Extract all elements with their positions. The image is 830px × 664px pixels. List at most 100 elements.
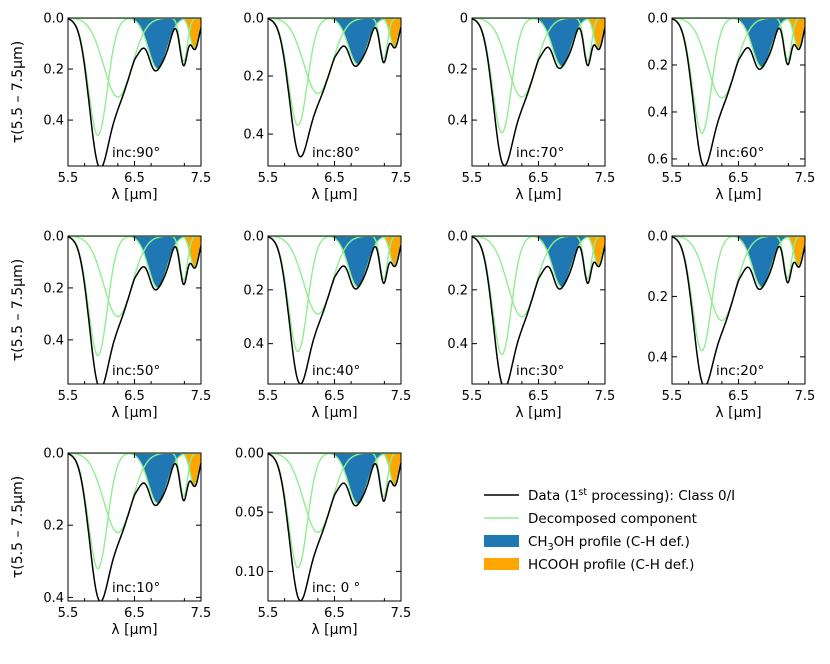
y-tick-label: 0.2 (243, 283, 264, 298)
y-tick-label: 0.0 (43, 230, 64, 245)
panel-10: 5.5 6.5 7.5 0.00 0.05 0.10 λ [μm] inc: 0 ° (235, 447, 411, 639)
legend-label: CH3OH profile (C-H def.) (528, 534, 690, 553)
hcooh-profile-fill (672, 236, 805, 267)
x-axis-label: λ [μm] (515, 187, 561, 203)
x-tick-label: 5.5 (258, 606, 279, 621)
x-tick-label: 6.5 (528, 171, 549, 186)
legend-patch-swatch (484, 558, 519, 570)
panel-2: 5.5 6.5 7.5 0.0 0.2 0.4 λ [μm] inc:80° (243, 12, 411, 204)
y-tick-label: 0.4 (447, 114, 468, 129)
y-tick-label: 0.4 (243, 128, 264, 143)
plot-area (268, 18, 401, 158)
x-tick-label: 6.5 (124, 389, 145, 404)
decomposed-component-1 (472, 236, 605, 355)
x-axis-label: λ [μm] (311, 622, 357, 638)
x-axis-label: λ [μm] (311, 187, 357, 203)
y-tick-label: 0.05 (235, 506, 264, 521)
x-tick-label: 6.5 (528, 389, 549, 404)
decomposed-component-1 (472, 18, 605, 134)
y-tick-label: 0.10 (235, 565, 264, 580)
legend-text: HCOOH profile (C-H def.) (528, 557, 694, 573)
x-tick-label: 7.5 (191, 606, 212, 621)
y-tick-label: 0.2 (43, 281, 64, 296)
legend-item-4: HCOOH profile (C-H def.) (484, 557, 694, 573)
data-line (672, 236, 805, 384)
decomposed-component-1 (672, 18, 805, 134)
decomposed-component-1 (672, 236, 805, 352)
data-line (68, 236, 201, 384)
x-tick-label: 7.5 (795, 389, 816, 404)
panel-1: 5.5 6.5 7.5 0.0 0.2 0.4 λ [μm] τ(5.5 – 7.5μm) in… (10, 12, 211, 204)
plot-area (268, 236, 401, 384)
legend-superscript: st (578, 487, 587, 498)
panel-6: 5.5 6.5 7.5 0.0 0.2 0.4 λ [μm] inc:40° (243, 230, 411, 422)
inclination-label: inc:50° (112, 363, 160, 379)
decomposed-component-2 (672, 236, 805, 322)
panel-8: 5.5 6.5 7.5 0.0 0.2 0.4 λ [μm] inc:20° (647, 230, 815, 422)
legend-patch-swatch (484, 535, 519, 547)
x-axis-label: λ [μm] (515, 405, 561, 421)
decomposed-component-1 (68, 18, 201, 136)
decomposed-component-2 (268, 18, 401, 95)
y-tick-label: 0.4 (647, 350, 668, 365)
panel-7: 5.5 6.5 7.5 0.0 0.2 0.4 λ [μm] inc:30° (447, 230, 615, 422)
legend-label: Decomposed component (528, 511, 697, 527)
legend-text: processing): Class 0/I (587, 488, 735, 504)
inclination-label: inc: 0 ° (312, 580, 360, 596)
x-tick-label: 5.5 (58, 606, 79, 621)
inclination-label: inc:90° (112, 145, 160, 161)
x-tick-label: 7.5 (191, 171, 212, 186)
y-tick-label: 0.2 (647, 290, 668, 305)
ch3oh-profile-fill (68, 453, 201, 504)
y-axis-label: τ(5.5 – 7.5μm) (10, 476, 26, 578)
ch3oh-profile-fill (672, 18, 805, 68)
x-tick-label: 5.5 (258, 171, 279, 186)
decomposed-component-2 (68, 236, 201, 318)
legend-text: Data (1 (528, 488, 578, 504)
y-tick-label: 0.00 (235, 447, 264, 462)
ch3oh-profile-fill (68, 18, 201, 69)
hcooh-profile-fill (268, 18, 401, 47)
decomposed-component-1 (268, 236, 401, 353)
inclination-label: inc:10° (112, 580, 160, 596)
data-line (268, 236, 401, 384)
ch3oh-profile-fill (472, 236, 605, 288)
x-tick-label: 6.5 (324, 606, 345, 621)
x-tick-label: 5.5 (662, 389, 683, 404)
x-tick-label: 7.5 (191, 389, 212, 404)
y-tick-label: 0.2 (447, 283, 468, 298)
decomposed-component-1 (68, 453, 201, 570)
legend: Data (1st processing): Class 0/I Decompos… (484, 487, 735, 573)
x-tick-label: 5.5 (58, 389, 79, 404)
inclination-label: inc:60° (716, 145, 764, 161)
y-tick-label: 0.2 (447, 63, 468, 78)
data-line (268, 453, 401, 601)
legend-item-2: Decomposed component (484, 511, 697, 527)
panel-4: 5.5 6.5 7.5 0.0 0.2 0.4 0.6 λ [μm] inc:60° (647, 12, 815, 204)
data-line (472, 18, 605, 166)
ch3oh-profile-fill (672, 236, 805, 288)
y-tick-label: 0.0 (243, 12, 264, 27)
x-tick-label: 7.5 (391, 606, 412, 621)
inclination-label: inc:30° (516, 363, 564, 379)
y-tick-label: 0.2 (43, 519, 64, 534)
y-tick-label: 0.0 (647, 12, 668, 27)
x-axis-label: λ [μm] (715, 405, 761, 421)
y-tick-label: 0.0 (43, 12, 64, 27)
x-tick-label: 5.5 (662, 171, 683, 186)
hcooh-profile-fill (68, 453, 201, 486)
x-tick-label: 7.5 (595, 171, 616, 186)
inclination-label: inc:40° (312, 363, 360, 379)
y-tick-label: 0.2 (647, 58, 668, 73)
legend-subscript: 3 (548, 542, 554, 553)
decomposed-component-2 (68, 453, 201, 534)
legend-label: HCOOH profile (C-H def.) (528, 557, 694, 573)
y-tick-label: 0.0 (647, 230, 668, 245)
hcooh-profile-fill (68, 18, 201, 49)
y-tick-label: 0.6 (647, 152, 668, 167)
legend-label: Data (1st processing): Class 0/I (528, 487, 735, 504)
x-tick-label: 7.5 (391, 389, 412, 404)
x-tick-label: 7.5 (391, 171, 412, 186)
x-tick-label: 5.5 (58, 171, 79, 186)
